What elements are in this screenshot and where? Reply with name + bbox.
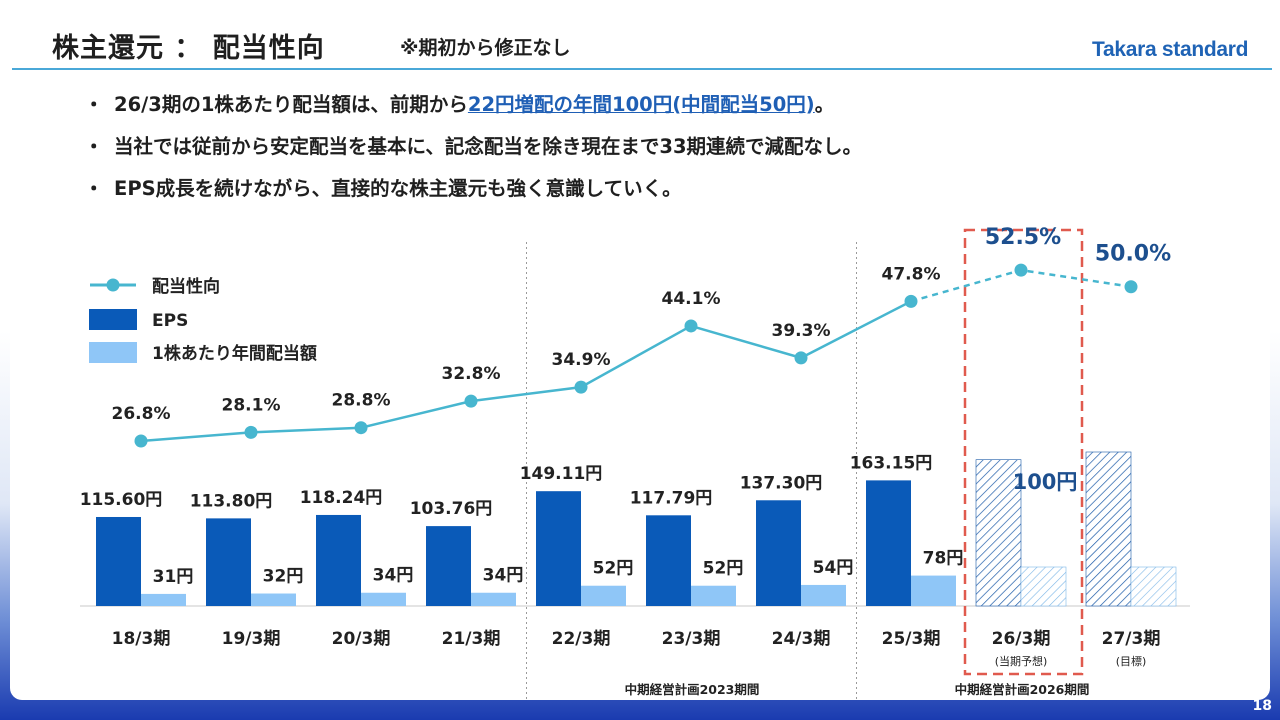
dividend-value-label: 100円 bbox=[1013, 470, 1078, 494]
bullet-item: ・ EPS成長を続けながら、直接的な株主還元も強く意識していく。 bbox=[84, 176, 862, 218]
payout-value-label: 52.5% bbox=[985, 225, 1061, 250]
eps-bar bbox=[536, 491, 581, 606]
dividend-bar bbox=[141, 593, 186, 606]
payout-value-label: 39.3% bbox=[772, 321, 831, 341]
bullet-text: 当社では従前から安定配当を基本に、記念配当を除き現在まで33期連続で減配なし。 bbox=[114, 135, 863, 158]
eps-bar bbox=[206, 518, 251, 606]
dividend-bar bbox=[911, 575, 956, 606]
dividend-value-label: 31円 bbox=[153, 567, 194, 587]
page-number: 18 bbox=[1252, 698, 1272, 714]
forecast-highlight-box bbox=[963, 228, 1084, 676]
category-note: (目標) bbox=[1116, 654, 1147, 668]
eps-bar bbox=[96, 516, 141, 606]
category-label: 23/3期 bbox=[662, 629, 721, 649]
payout-point bbox=[1124, 280, 1138, 294]
legend-eps-swatch bbox=[89, 309, 137, 330]
payout-value-label: 26.8% bbox=[112, 404, 171, 424]
period-label: 中期経営計画2023期間 bbox=[625, 682, 760, 697]
legend-label: EPS bbox=[152, 311, 188, 331]
payout-point bbox=[904, 294, 918, 308]
payout-point bbox=[244, 425, 258, 439]
eps-bar bbox=[646, 515, 691, 606]
category-label: 24/3期 bbox=[772, 629, 831, 649]
category-label: 21/3期 bbox=[442, 629, 501, 649]
payout-value-label: 44.1% bbox=[662, 289, 721, 309]
eps-value-label: 117.79円 bbox=[630, 488, 713, 508]
eps-bar bbox=[756, 500, 801, 606]
dividend-value-label: 52円 bbox=[703, 559, 744, 579]
eps-value-label: 149.11円 bbox=[520, 464, 603, 484]
payout-value-label: 34.9% bbox=[552, 350, 611, 370]
dividend-value-label: 34円 bbox=[373, 566, 414, 586]
bullet-marker: ・ bbox=[84, 135, 104, 158]
category-label: 20/3期 bbox=[332, 629, 391, 649]
eps-bar bbox=[866, 480, 911, 606]
dividend-bar bbox=[361, 592, 406, 606]
payout-point bbox=[684, 319, 698, 333]
payout-point bbox=[464, 394, 478, 408]
eps-value-label: 118.24円 bbox=[300, 488, 383, 508]
dividend-bar bbox=[471, 592, 516, 606]
payout-value-label: 47.8% bbox=[882, 264, 941, 284]
category-label: 22/3期 bbox=[552, 629, 611, 649]
dividend-bar bbox=[1020, 566, 1067, 607]
dividend-bar bbox=[691, 585, 736, 606]
page-title: 株主還元 ： 配当性向 bbox=[52, 33, 325, 64]
dividend-bar bbox=[801, 584, 846, 606]
legend-label: 配当性向 bbox=[152, 276, 220, 297]
period-label: 中期経営計画2026期間 bbox=[955, 682, 1090, 697]
page-subtitle: ※期初から修正なし bbox=[400, 37, 571, 59]
eps-value-label: 137.30円 bbox=[740, 473, 823, 493]
payout-point bbox=[574, 380, 588, 394]
bullet-item: ・当社では従前から安定配当を基本に、記念配当を除き現在まで33期連続で減配なし。 bbox=[84, 134, 862, 176]
payout-value-label: 28.1% bbox=[222, 395, 281, 415]
dividend-bar bbox=[581, 585, 626, 606]
legend-marker-swatch bbox=[106, 278, 120, 292]
dividend-bar bbox=[251, 593, 296, 606]
category-note: (当期予想) bbox=[995, 654, 1048, 668]
bullet-suffix: 。 bbox=[814, 93, 835, 116]
legend-dividend-swatch bbox=[89, 342, 137, 363]
bullet-highlight: 22円増配の年間100円(中間配当50円) bbox=[467, 93, 815, 116]
dividend-bar bbox=[1130, 566, 1177, 607]
eps-value-label: 113.80円 bbox=[190, 491, 273, 511]
payout-value-label: 28.8% bbox=[332, 391, 391, 411]
bullet-text: EPS成長を続けながら、直接的な株主還元も強く意識していく。 bbox=[114, 177, 682, 200]
bullet-list: ・ 26/3期の1株あたり配当額は、前期から22円増配の年間100円(中間配当50… bbox=[84, 92, 862, 218]
eps-bar bbox=[426, 526, 471, 606]
payout-line bbox=[140, 300, 912, 443]
category-label: 26/3期 bbox=[992, 629, 1051, 649]
header-divider bbox=[12, 68, 1272, 70]
eps-value-label: 103.76円 bbox=[410, 499, 493, 519]
category-label: 19/3期 bbox=[222, 629, 281, 649]
payout-point bbox=[354, 421, 368, 435]
payout-value-label: 50.0% bbox=[1095, 242, 1171, 267]
dividend-value-label: 54円 bbox=[813, 558, 854, 578]
eps-value-label: 115.60円 bbox=[80, 490, 163, 510]
category-label: 18/3期 bbox=[112, 629, 171, 649]
company-logo: Takara standard bbox=[1092, 38, 1249, 61]
eps-bar bbox=[316, 514, 361, 606]
payout-value-label: 32.8% bbox=[442, 364, 501, 384]
dividend-value-label: 32円 bbox=[263, 567, 304, 587]
payout-point bbox=[794, 351, 808, 365]
eps-value-label: 163.15円 bbox=[850, 453, 933, 473]
payout-point bbox=[1014, 263, 1028, 277]
dividend-value-label: 78円 bbox=[923, 549, 964, 569]
dividend-value-label: 34円 bbox=[483, 566, 524, 586]
eps-bar bbox=[1085, 451, 1132, 607]
eps-bar bbox=[975, 459, 1022, 607]
category-label: 27/3期 bbox=[1102, 629, 1161, 649]
bullet-marker: ・ bbox=[84, 177, 104, 200]
legend-label: 1株あたり年間配当額 bbox=[152, 343, 317, 364]
category-label: 25/3期 bbox=[882, 629, 941, 649]
bullet-text: 26/3期の1株あたり配当額は、前期から bbox=[114, 93, 468, 116]
bullet-marker: ・ bbox=[84, 93, 104, 116]
dividend-value-label: 52円 bbox=[593, 559, 634, 579]
bullet-item: ・ 26/3期の1株あたり配当額は、前期から22円増配の年間100円(中間配当50… bbox=[84, 92, 862, 134]
payout-point bbox=[134, 434, 148, 448]
